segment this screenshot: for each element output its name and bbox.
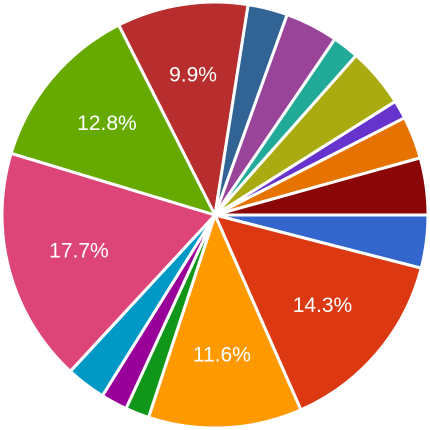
pie-slice-3 [146, 210, 303, 430]
pie-slice-7 [0, 151, 218, 374]
pie-slice-9 [116, 0, 250, 220]
pie-labels: 14.3% 11.6% 17.7% 12.8% 9.9% [49, 63, 352, 366]
pie-slice-label-7: 17.7% [49, 240, 109, 263]
pie-slice-2 [212, 212, 424, 412]
pie-slice-label-2: 14.3% [293, 294, 353, 317]
pie-slice-8 [9, 22, 218, 218]
pie-slice-label-8: 12.8% [77, 112, 137, 135]
pie-slice-label-9: 9.9% [169, 63, 217, 86]
pie-slice-label-3: 11.6% [193, 343, 251, 366]
pie-slice-16 [214, 156, 430, 217]
